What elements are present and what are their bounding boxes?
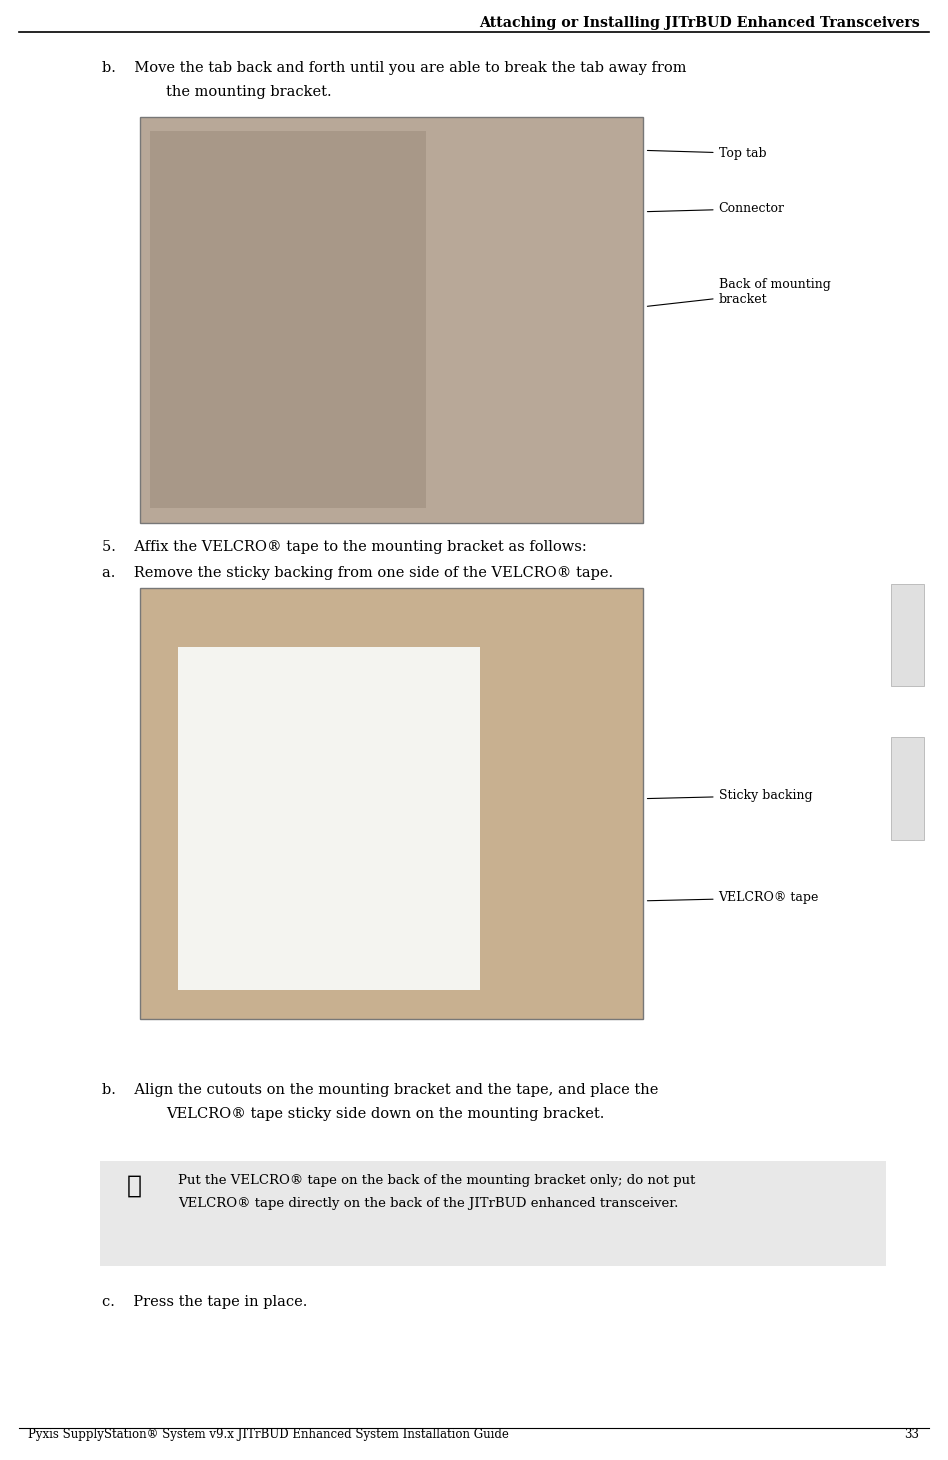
- Text: a.    Remove the sticky backing from one side of the VELCRO® tape.: a. Remove the sticky backing from one si…: [102, 566, 613, 581]
- Text: 🐥: 🐥: [127, 1174, 142, 1197]
- Text: 5.    Affix the VELCRO® tape to the mounting bracket as follows:: 5. Affix the VELCRO® tape to the mountin…: [102, 540, 587, 555]
- FancyBboxPatch shape: [178, 647, 480, 990]
- FancyBboxPatch shape: [100, 1161, 886, 1266]
- FancyBboxPatch shape: [150, 131, 427, 508]
- Text: VELCRO® tape sticky side down on the mounting bracket.: VELCRO® tape sticky side down on the mou…: [166, 1107, 604, 1121]
- Text: the mounting bracket.: the mounting bracket.: [166, 85, 332, 99]
- Text: Connector: Connector: [647, 203, 785, 215]
- Text: Put the VELCRO® tape on the back of the mounting bracket only; do not put: Put the VELCRO® tape on the back of the …: [178, 1174, 696, 1187]
- FancyBboxPatch shape: [140, 588, 643, 1019]
- Text: VELCRO® tape: VELCRO® tape: [647, 892, 819, 904]
- Text: Back of mounting
bracket: Back of mounting bracket: [647, 277, 830, 307]
- Text: c.    Press the tape in place.: c. Press the tape in place.: [102, 1295, 308, 1310]
- Text: Sticky backing: Sticky backing: [647, 790, 812, 802]
- Text: 33: 33: [904, 1428, 920, 1441]
- Text: Top tab: Top tab: [647, 147, 766, 159]
- Text: Attaching or Installing JITrBUD Enhanced Transceivers: Attaching or Installing JITrBUD Enhanced…: [479, 16, 920, 31]
- FancyBboxPatch shape: [140, 117, 643, 523]
- FancyBboxPatch shape: [891, 737, 924, 839]
- FancyBboxPatch shape: [891, 584, 924, 686]
- Text: b.    Move the tab back and forth until you are able to break the tab away from: b. Move the tab back and forth until you…: [102, 61, 687, 76]
- Text: Pyxis SupplyStation® System v9.x JITrBUD Enhanced System Installation Guide: Pyxis SupplyStation® System v9.x JITrBUD…: [28, 1428, 509, 1441]
- Text: VELCRO® tape directly on the back of the JITrBUD enhanced transceiver.: VELCRO® tape directly on the back of the…: [178, 1197, 679, 1210]
- Text: b.    Align the cutouts on the mounting bracket and the tape, and place the: b. Align the cutouts on the mounting bra…: [102, 1083, 659, 1098]
